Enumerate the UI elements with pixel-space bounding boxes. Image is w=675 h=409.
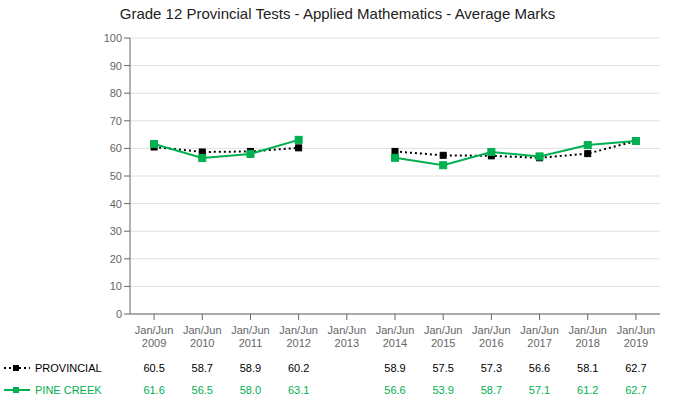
svg-text:60.2: 60.2 xyxy=(288,362,309,374)
svg-text:2015: 2015 xyxy=(431,337,455,349)
svg-text:Jan/Jun: Jan/Jun xyxy=(135,324,174,336)
svg-text:80: 80 xyxy=(110,87,122,99)
svg-text:2013: 2013 xyxy=(335,337,359,349)
svg-text:100: 100 xyxy=(104,32,122,44)
svg-text:58.7: 58.7 xyxy=(192,362,213,374)
svg-text:61.2: 61.2 xyxy=(577,384,598,396)
svg-text:57.1: 57.1 xyxy=(529,384,550,396)
svg-text:Jan/Jun: Jan/Jun xyxy=(617,324,656,336)
html-text:Grade 12 Provincial Tests - Ap: Grade 12 Provincial Tests - Applied Math… xyxy=(119,5,556,22)
svg-text:2017: 2017 xyxy=(527,337,551,349)
svg-text:62.7: 62.7 xyxy=(625,362,646,374)
svg-text:Jan/Jun: Jan/Jun xyxy=(472,324,511,336)
svg-text:Jan/Jun: Jan/Jun xyxy=(279,324,318,336)
svg-text:Jan/Jun: Jan/Jun xyxy=(328,324,367,336)
svg-text:Jan/Jun: Jan/Jun xyxy=(231,324,270,336)
svg-text:56.6: 56.6 xyxy=(384,384,405,396)
svg-text:58.9: 58.9 xyxy=(384,362,405,374)
svg-text:56.6: 56.6 xyxy=(529,362,550,374)
svg-text:2019: 2019 xyxy=(624,337,648,349)
svg-text:Jan/Jun: Jan/Jun xyxy=(520,324,559,336)
svg-text:40: 40 xyxy=(110,198,122,210)
svg-text:57.5: 57.5 xyxy=(432,362,453,374)
svg-text:2012: 2012 xyxy=(286,337,310,349)
svg-text:63.1: 63.1 xyxy=(288,384,309,396)
svg-text:58.9: 58.9 xyxy=(240,362,261,374)
svg-text:Jan/Jun: Jan/Jun xyxy=(568,324,607,336)
svg-text:58.7: 58.7 xyxy=(481,384,502,396)
svg-text:56.5: 56.5 xyxy=(192,384,213,396)
svg-text:2014: 2014 xyxy=(383,337,407,349)
svg-text:10: 10 xyxy=(110,280,122,292)
svg-text:30: 30 xyxy=(110,225,122,237)
svg-text:58.1: 58.1 xyxy=(577,362,598,374)
svg-text:Jan/Jun: Jan/Jun xyxy=(183,324,222,336)
svg-text:2009: 2009 xyxy=(142,337,166,349)
svg-text:Jan/Jun: Jan/Jun xyxy=(424,324,463,336)
svg-text:60.5: 60.5 xyxy=(143,362,164,374)
svg-text:50: 50 xyxy=(110,170,122,182)
svg-text:58.0: 58.0 xyxy=(240,384,261,396)
svg-text:0: 0 xyxy=(116,308,122,320)
svg-text:2011: 2011 xyxy=(239,337,263,349)
svg-text:60: 60 xyxy=(110,142,122,154)
svg-text:Jan/Jun: Jan/Jun xyxy=(376,324,415,336)
svg-text:90: 90 xyxy=(110,60,122,72)
svg-text:20: 20 xyxy=(110,253,122,265)
svg-text:61.6: 61.6 xyxy=(143,384,164,396)
svg-text:PINE CREEK: PINE CREEK xyxy=(35,384,102,396)
svg-text:2010: 2010 xyxy=(190,337,214,349)
svg-text:53.9: 53.9 xyxy=(432,384,453,396)
svg-text:57.3: 57.3 xyxy=(481,362,502,374)
svg-text:2018: 2018 xyxy=(575,337,599,349)
svg-text:70: 70 xyxy=(110,115,122,127)
svg-text:PROVINCIAL: PROVINCIAL xyxy=(35,362,102,374)
svg-text:62.7: 62.7 xyxy=(625,384,646,396)
svg-text:2016: 2016 xyxy=(479,337,503,349)
